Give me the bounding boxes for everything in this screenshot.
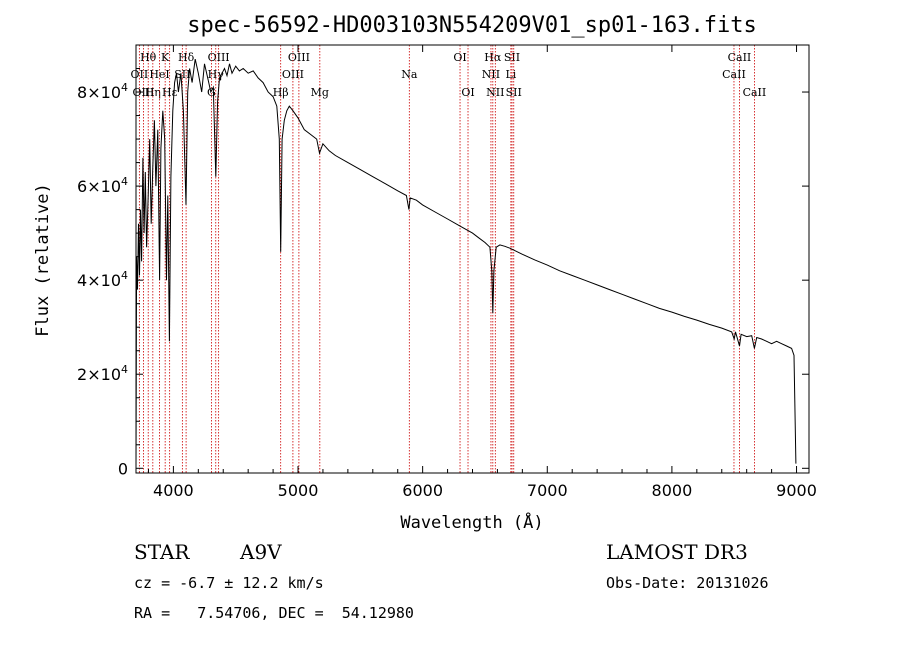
y-tick-mantissa: 8×10 — [77, 83, 121, 102]
spectral-line-label: OIII — [282, 68, 304, 81]
spectral-line-label: OI — [461, 86, 474, 99]
y-tick-exponent: 4 — [121, 363, 128, 376]
spectral-line-label: Hβ — [273, 86, 289, 99]
y-tick-label: 2×104 — [77, 363, 128, 384]
spectral-line-label: OI — [453, 51, 466, 64]
x-tick-label: 4000 — [153, 481, 194, 500]
spectral-line-label: Hε — [162, 86, 178, 99]
spectral-line-label: OIII — [132, 86, 154, 99]
spectral-line-label: NII — [482, 68, 500, 81]
y-tick-label: 6×104 — [77, 175, 128, 196]
spectral-line-label: SII — [174, 68, 190, 81]
spectral-line-label: Hη — [145, 86, 161, 99]
plot-frame — [135, 44, 810, 474]
x-tick-label: 9000 — [776, 481, 817, 500]
y-tick-mantissa: 0 — [118, 459, 128, 478]
spectral-line-label: NII — [486, 86, 504, 99]
spectral-line-label: OII — [131, 68, 149, 81]
spectral-line-label: Hδ — [178, 51, 195, 64]
spectral-line-label: CaII — [743, 86, 767, 99]
spectral-line-label: CaII — [722, 68, 746, 81]
x-axis-label: Wavelength (Å) — [400, 511, 543, 533]
spectral-line-label: Hθ — [140, 51, 157, 64]
spectral-line-label: SII — [506, 86, 522, 99]
y-tick-mantissa: 2×10 — [77, 365, 121, 384]
spectral-line-label: CaII — [728, 51, 752, 64]
y-tick-mantissa: 6×10 — [77, 177, 121, 196]
spectral-line-label: Hα — [484, 51, 502, 64]
y-tick-exponent: 4 — [121, 269, 128, 282]
spectrum-series-line — [135, 58, 797, 469]
spectral-line-label: OIII — [208, 51, 230, 64]
axis-ticks: 4000 5000 6000 7000 8000 900002×1044×1046×104… — [77, 45, 817, 500]
survey-name: LAMOST DR3 — [606, 540, 748, 564]
redshift-text: cz = -6.7 ± 12.2 km/s — [134, 574, 324, 592]
spectral-line-label: HeI — [149, 68, 169, 81]
y-axis-label: Flux (relative) — [33, 183, 53, 337]
spectral-line-label: G — [207, 86, 216, 99]
y-tick-exponent: 4 — [121, 175, 128, 188]
object-type: STAR — [134, 540, 190, 564]
x-tick-label: 5000 — [278, 481, 319, 500]
spectral-line-label: K — [161, 51, 170, 64]
y-tick-mantissa: 4×10 — [77, 271, 121, 290]
obs-date-text: Obs-Date: 20131026 — [606, 574, 769, 592]
y-tick-label: 4×104 — [77, 269, 128, 290]
spectral-subclass: A9V — [240, 540, 282, 564]
x-tick-label: 6000 — [402, 481, 443, 500]
spectral-line-label: Li — [505, 68, 516, 81]
x-tick-label: 8000 — [652, 481, 693, 500]
coords-text: RA = 7.54706, DEC = 54.12980 — [134, 604, 414, 622]
y-tick-label: 0 — [118, 459, 128, 478]
y-tick-label: 8×104 — [77, 81, 128, 102]
chart-title: spec-56592-HD003103N554209V01_sp01-163.f… — [187, 13, 757, 38]
spectral-line-label: OIII — [288, 51, 310, 64]
spectral-line-label: Mg — [311, 86, 329, 99]
y-tick-exponent: 4 — [121, 81, 128, 94]
spectral-line-label: SII — [504, 51, 520, 64]
x-tick-label: 7000 — [527, 481, 568, 500]
spectral-line-label: Na — [401, 68, 418, 81]
